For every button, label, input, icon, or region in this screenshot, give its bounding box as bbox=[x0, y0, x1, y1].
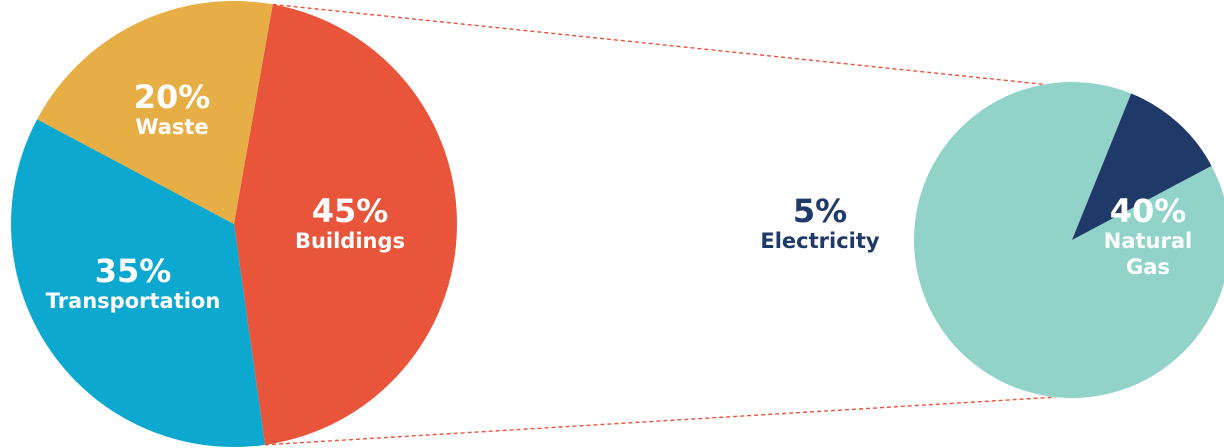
connector-line-top bbox=[272, 3, 1045, 86]
slice-electricity-value-label: 5% bbox=[793, 192, 847, 230]
main-pie-chart bbox=[10, 1, 458, 448]
detail-pie-chart bbox=[914, 82, 1224, 398]
slice-natural-gas-value-label: 40% bbox=[1110, 192, 1187, 230]
slice-buildings-category-label: Buildings bbox=[295, 229, 405, 253]
slice-waste-value-label: 20% bbox=[134, 78, 211, 116]
connector-line-bottom bbox=[264, 396, 1056, 446]
slice-buildings bbox=[234, 4, 458, 445]
slice-transportation-category-label: Transportation bbox=[46, 289, 221, 313]
slice-labels: 45%Buildings 35%Transportation 20%Waste 40%… bbox=[46, 78, 1193, 313]
slice-buildings-value-label: 45% bbox=[312, 192, 389, 230]
slice-electricity bbox=[1072, 93, 1212, 241]
slice-waste-category-label: Waste bbox=[135, 115, 208, 139]
slice-transportation bbox=[10, 119, 266, 448]
slice-natural-gas-category-label-line-2: Gas bbox=[1126, 255, 1170, 279]
slice-natural-gas-category-label-line-1: Natural bbox=[1104, 229, 1192, 253]
slice-electricity-category-label: Electricity bbox=[760, 229, 880, 253]
slice-waste bbox=[37, 1, 273, 224]
slice-transportation-value-label: 35% bbox=[95, 252, 172, 290]
slice-natural-gas bbox=[914, 82, 1224, 398]
connector-lines bbox=[264, 3, 1056, 446]
